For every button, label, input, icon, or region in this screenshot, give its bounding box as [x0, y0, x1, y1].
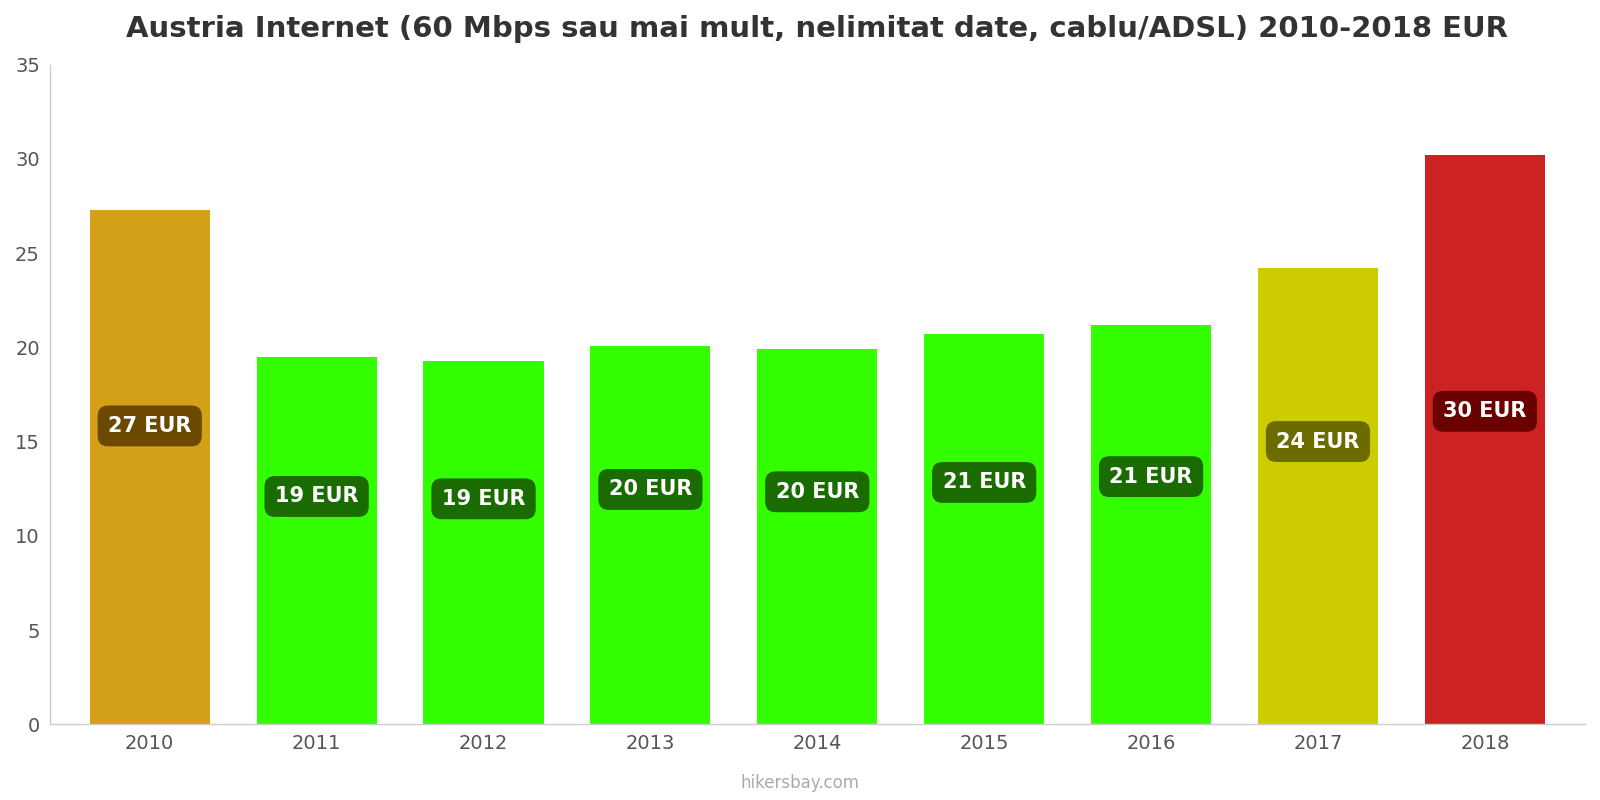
Bar — [1091, 325, 1211, 724]
Bar — [590, 346, 710, 724]
Bar — [256, 357, 376, 724]
Text: 19 EUR: 19 EUR — [442, 489, 525, 509]
Bar — [90, 210, 210, 724]
Text: 21 EUR: 21 EUR — [1109, 466, 1192, 486]
Bar — [757, 350, 877, 724]
Text: hikersbay.com: hikersbay.com — [741, 774, 859, 792]
Text: 27 EUR: 27 EUR — [109, 416, 192, 436]
Bar — [1424, 155, 1546, 724]
Bar — [925, 334, 1045, 724]
Title: Austria Internet (60 Mbps sau mai mult, nelimitat date, cablu/ADSL) 2010-2018 EU: Austria Internet (60 Mbps sau mai mult, … — [126, 15, 1509, 43]
Bar — [1258, 268, 1378, 724]
Text: 24 EUR: 24 EUR — [1277, 431, 1360, 451]
Text: 21 EUR: 21 EUR — [942, 473, 1026, 493]
Text: 20 EUR: 20 EUR — [776, 482, 859, 502]
Bar — [424, 361, 544, 724]
Text: 30 EUR: 30 EUR — [1443, 402, 1526, 422]
Text: 19 EUR: 19 EUR — [275, 486, 358, 506]
Text: 20 EUR: 20 EUR — [608, 479, 693, 499]
